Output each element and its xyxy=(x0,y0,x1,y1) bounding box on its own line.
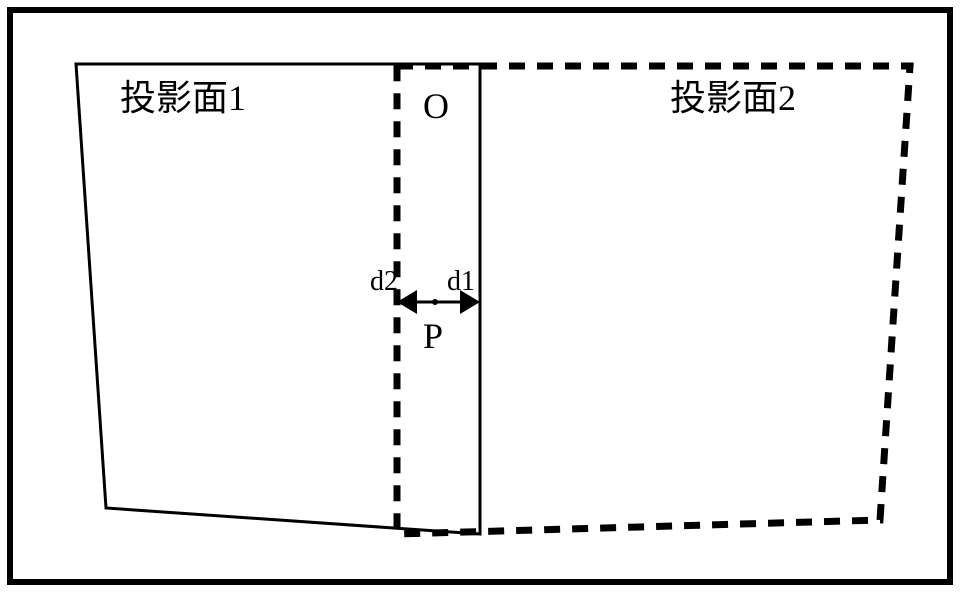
point-p-label: P xyxy=(423,316,443,356)
projection-plane-2-label: 投影面2 xyxy=(670,78,796,118)
overlap-region-label: O xyxy=(423,86,449,126)
distance-d1-label: d1 xyxy=(447,266,475,297)
projection-plane-1-label: 投影面1 xyxy=(120,78,246,118)
distance-d2-label: d2 xyxy=(370,266,398,297)
point-p-dot xyxy=(432,299,438,305)
